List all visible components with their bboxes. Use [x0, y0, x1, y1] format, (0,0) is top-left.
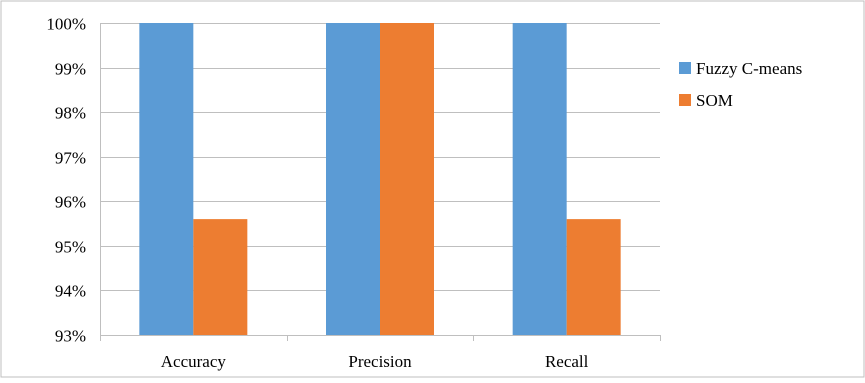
bar-fuzzy-c-means-precision [326, 23, 380, 335]
y-tick-label: 95% [55, 238, 86, 257]
y-tick-label: 98% [55, 104, 86, 123]
legend-label: Fuzzy C-means [696, 59, 802, 78]
bar-fuzzy-c-means-accuracy [139, 23, 194, 335]
bar-som-accuracy [193, 219, 248, 335]
legend-swatch [679, 62, 691, 74]
legend: Fuzzy C-means SOM [679, 59, 802, 110]
x-tick-label: Precision [348, 352, 412, 371]
x-tick-label: Recall [545, 352, 589, 371]
y-tick-label: 99% [55, 60, 86, 79]
bars [139, 23, 621, 335]
bar-fuzzy-c-means-recall [512, 23, 567, 335]
bar-som-recall [566, 219, 621, 335]
y-tick-label: 93% [55, 327, 86, 346]
y-tick-label: 100% [46, 15, 86, 34]
legend-label: SOM [696, 91, 733, 110]
y-tick-label: 94% [55, 282, 86, 301]
axes: 93% 94% 95% 96% 97% 98% 99% 100% Accuracy Precisi… [46, 15, 661, 371]
legend-swatch [679, 94, 691, 106]
bar-som-precision [380, 23, 434, 335]
y-tick-label: 96% [55, 193, 86, 212]
y-tick-label: 97% [55, 149, 86, 168]
x-tick-label: Accuracy [161, 352, 227, 371]
